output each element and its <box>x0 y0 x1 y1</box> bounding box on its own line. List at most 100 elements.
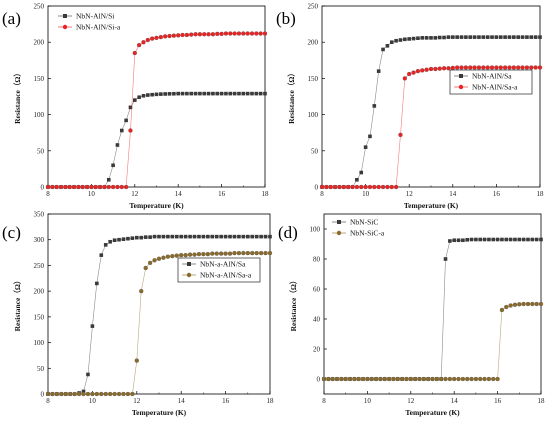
data-point <box>223 234 228 239</box>
y-axis-title: Resistance（Ω） <box>286 69 296 124</box>
data-point <box>206 91 211 96</box>
data-point <box>415 69 421 74</box>
data-point <box>258 250 264 256</box>
data-point <box>201 234 206 239</box>
data-point <box>250 234 255 239</box>
data-point <box>434 376 439 382</box>
data-point <box>202 91 207 96</box>
data-point <box>215 91 220 96</box>
data-point <box>459 65 464 70</box>
data-point <box>402 76 407 81</box>
x-tick-label: 10 <box>89 397 97 405</box>
plot-frame <box>323 213 542 395</box>
data-point <box>183 234 188 239</box>
y-tick-label: 250 <box>34 262 45 270</box>
data-point <box>59 391 64 397</box>
y-axis-title: Resistance（Ω） <box>12 69 22 124</box>
data-point <box>538 301 544 307</box>
data-point <box>504 304 509 310</box>
data-point <box>112 238 117 243</box>
data-point <box>89 184 94 190</box>
data-point <box>267 250 273 256</box>
data-point <box>442 35 446 40</box>
data-point <box>94 391 99 397</box>
data-point <box>504 237 509 242</box>
data-point <box>258 91 263 96</box>
legend-marker <box>63 14 67 18</box>
y-tick-label: 0 <box>41 391 45 399</box>
data-point <box>130 391 135 397</box>
data-point <box>108 239 112 244</box>
x-tick-label: 12 <box>407 397 415 405</box>
data-point <box>391 376 396 382</box>
data-point <box>146 93 150 97</box>
data-point <box>150 92 154 97</box>
data-point <box>72 391 77 397</box>
x-tick-label: 10 <box>88 190 96 198</box>
data-point <box>249 31 255 36</box>
data-point <box>103 391 108 397</box>
data-point <box>489 65 495 70</box>
data-point <box>433 66 438 72</box>
data-point <box>424 36 429 40</box>
data-point <box>180 32 185 38</box>
data-point <box>121 391 126 397</box>
panel-label: (c) <box>2 223 21 242</box>
data-point <box>508 303 513 308</box>
y-tick-label: 200 <box>34 39 45 47</box>
data-point <box>461 238 465 243</box>
data-point <box>526 237 530 242</box>
data-point <box>86 372 90 377</box>
data-point <box>386 376 392 382</box>
y-tick-label: 0 <box>315 184 319 192</box>
data-point <box>433 36 438 40</box>
data-point <box>511 65 516 70</box>
data-point <box>211 91 215 96</box>
data-point <box>237 234 241 239</box>
legend: NbN-SiC NbN-SiC-a <box>332 218 385 238</box>
panel-1: (b) 8 10 12 14 16 18 0 50 100 150 200 250 Temperature… <box>276 3 544 211</box>
data-point <box>128 105 133 110</box>
x-tick-label: 16 <box>493 190 501 198</box>
data-point <box>363 145 368 149</box>
data-point <box>81 391 86 397</box>
data-point <box>411 36 416 41</box>
data-point <box>494 65 499 70</box>
series-line <box>322 36 540 188</box>
data-point <box>403 37 407 42</box>
x-axis-title: Temperature (K) <box>404 201 459 210</box>
data-point <box>179 252 184 258</box>
data-point <box>352 376 357 382</box>
data-point <box>537 65 543 70</box>
data-point <box>223 251 228 256</box>
data-point <box>539 237 543 242</box>
x-tick-label: 10 <box>364 397 372 405</box>
data-point <box>232 31 237 36</box>
data-point <box>328 184 333 190</box>
data-point <box>525 35 529 39</box>
data-point <box>210 32 216 37</box>
data-point <box>152 234 157 239</box>
legend-item: NbN-AlN/Si <box>58 12 114 21</box>
data-point <box>356 376 361 382</box>
data-point <box>254 234 259 239</box>
data-point <box>498 65 503 70</box>
data-point <box>232 91 237 96</box>
data-point <box>121 237 126 241</box>
data-point <box>398 38 403 42</box>
data-point <box>133 98 137 102</box>
legend-label: NbN-AlN/Si <box>76 12 114 21</box>
data-point <box>516 65 521 70</box>
data-point <box>250 250 255 256</box>
series-1 <box>321 301 544 382</box>
data-point <box>346 184 351 190</box>
data-point <box>368 134 372 139</box>
series-1 <box>45 250 273 397</box>
data-point <box>394 38 398 43</box>
data-point <box>452 238 456 243</box>
data-point <box>530 301 535 307</box>
x-tick-label: 18 <box>537 190 545 198</box>
y-tick-label: 100 <box>310 226 321 234</box>
data-point <box>63 184 68 190</box>
data-point <box>236 250 242 256</box>
